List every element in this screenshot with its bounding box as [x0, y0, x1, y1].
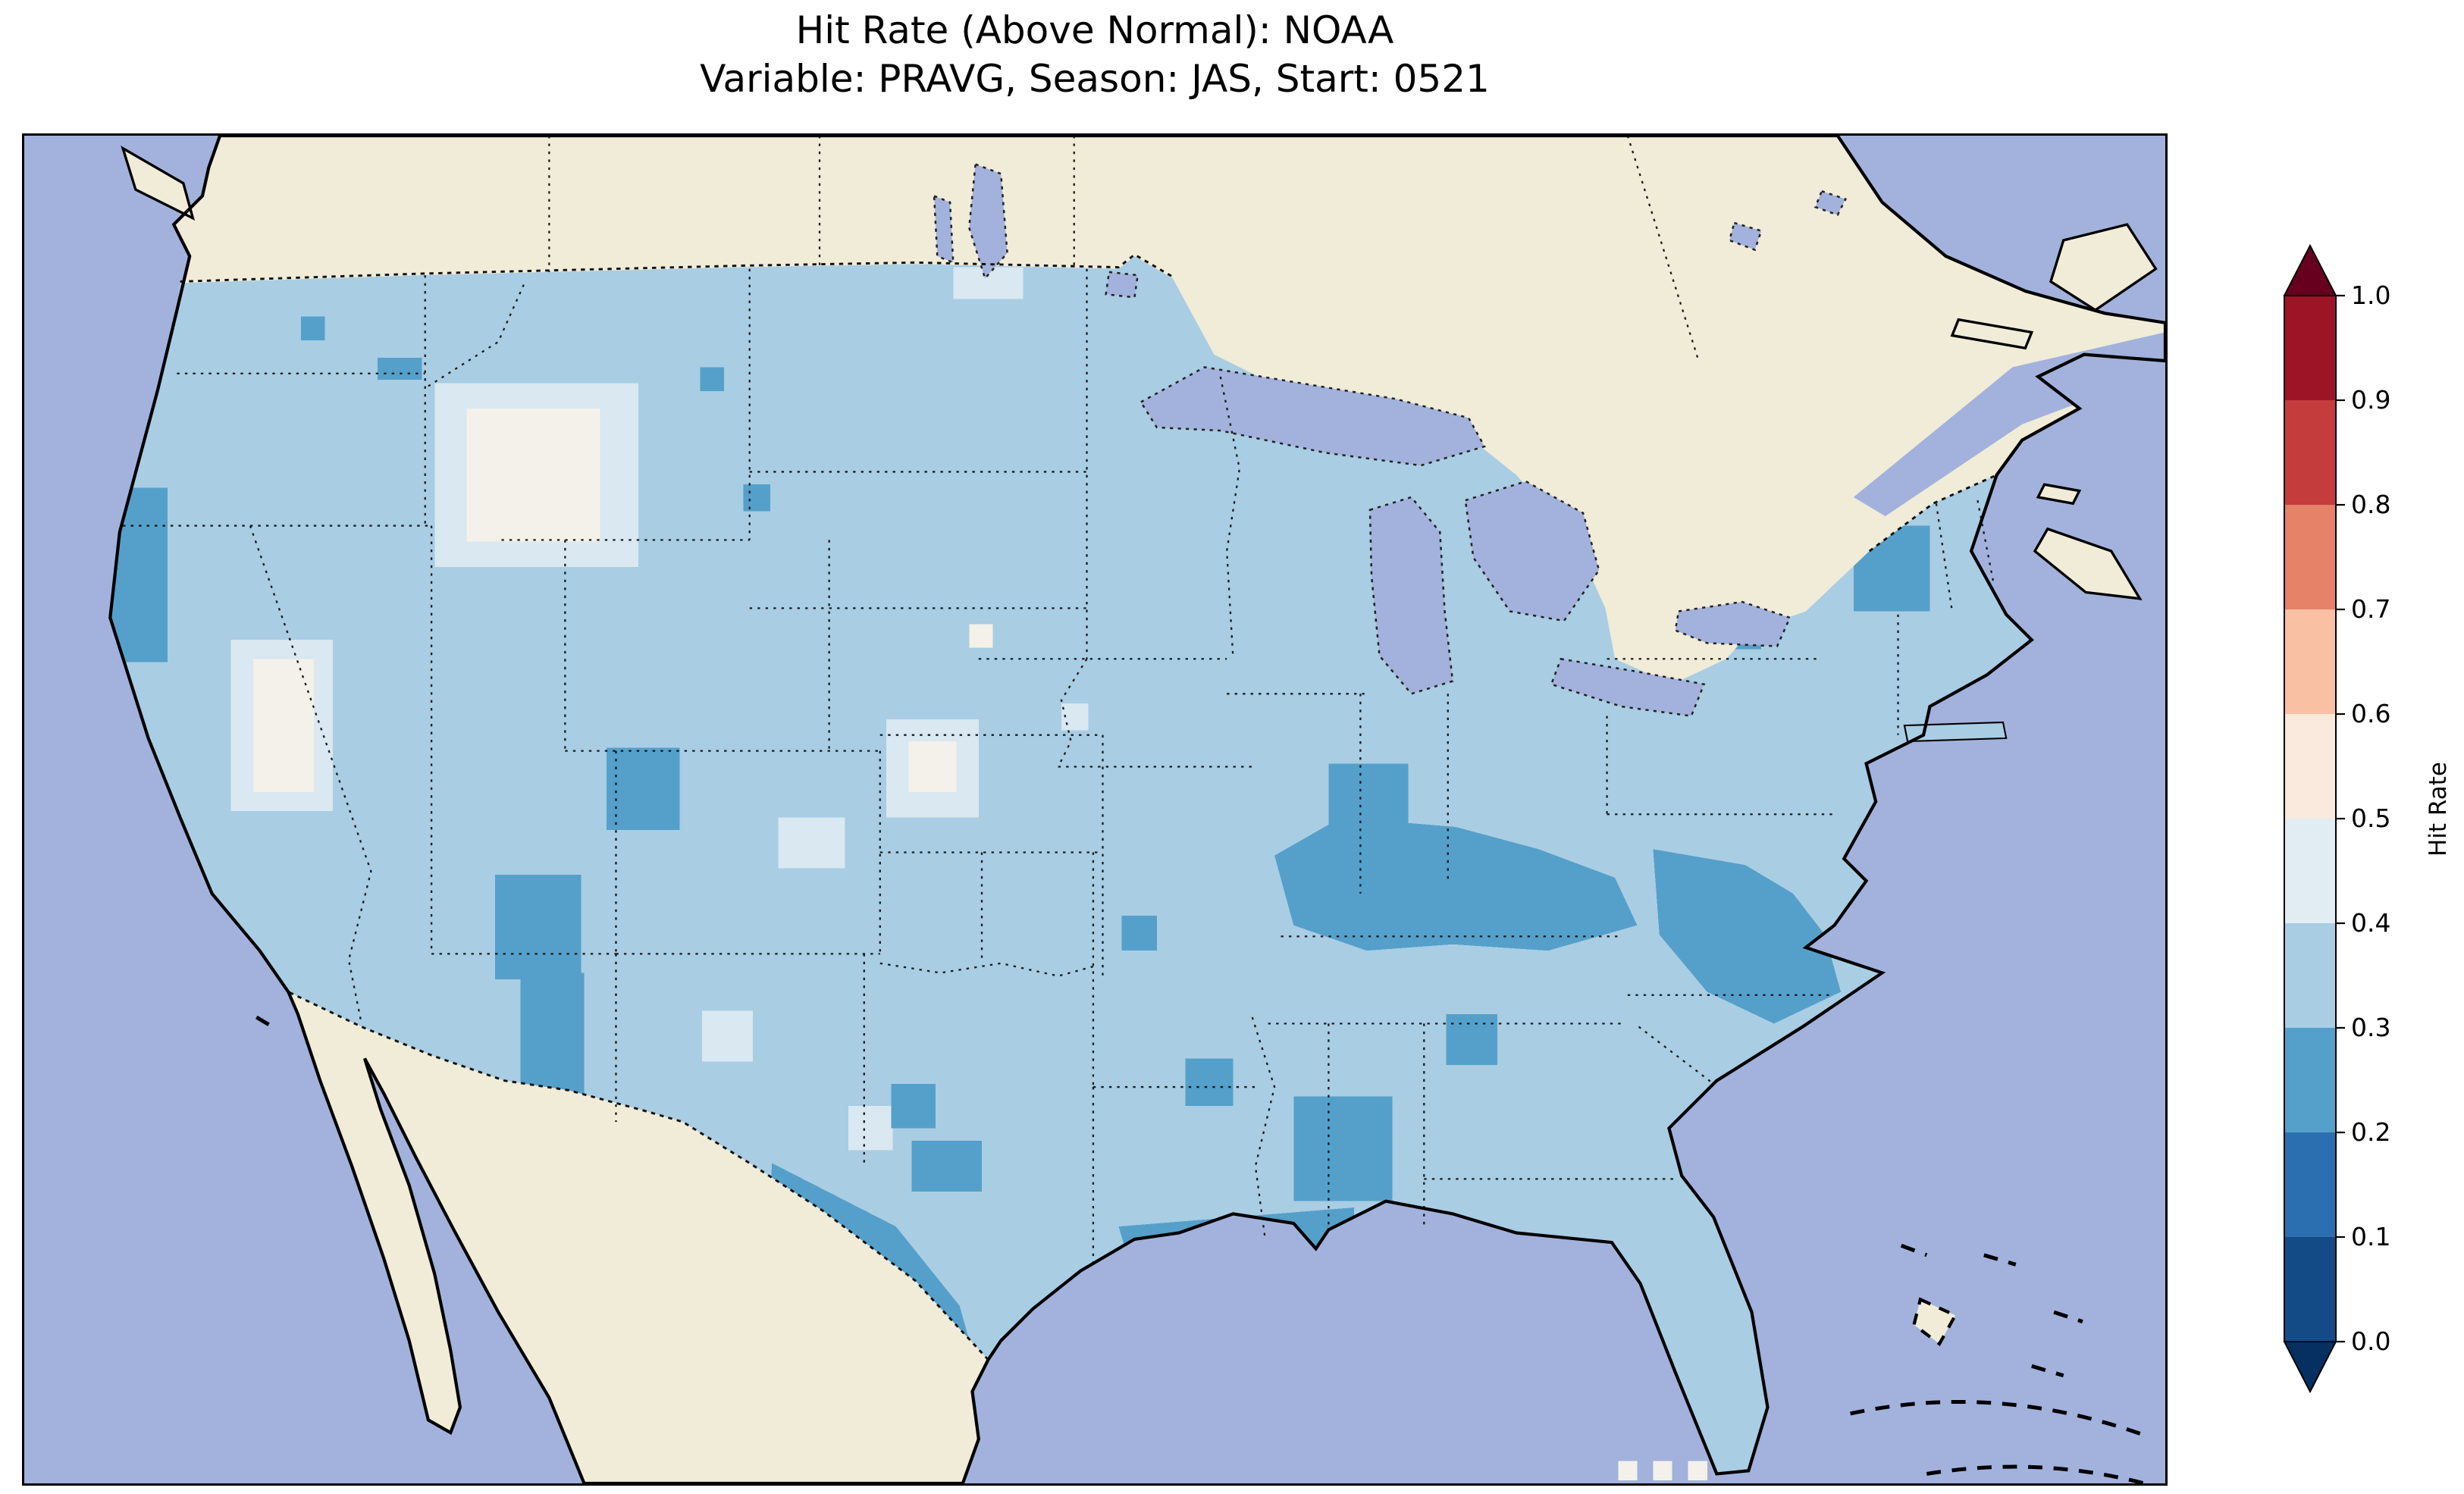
colorbar-extend-max — [2283, 243, 2337, 296]
lake-erie — [1550, 657, 1706, 717]
hit-rate-cell — [778, 817, 845, 869]
hit-rate-cell — [466, 408, 600, 542]
anticosti-island — [1950, 318, 2034, 350]
prince-edward-island — [2036, 483, 2082, 506]
state-borders — [123, 136, 1995, 1265]
colorbar-extend-min — [2283, 1341, 2337, 1394]
hit-rate-cell — [606, 747, 680, 831]
hit-rate-cell — [908, 741, 957, 792]
hit-rate-cell — [701, 1010, 753, 1062]
hit-rate-cell — [891, 1083, 936, 1129]
vancouver-island — [121, 146, 196, 221]
colorbar-segment — [2284, 714, 2336, 819]
lake-michigan — [1368, 496, 1454, 695]
great-lakes — [1140, 366, 1792, 717]
caribbean-coastlines — [255, 1015, 2152, 1483]
colorbar-tick-label: 0.2 — [2351, 1117, 2390, 1147]
hit-rate-cell — [700, 367, 725, 391]
colorbar-segment — [2284, 1132, 2336, 1237]
colorbar-ticks — [2336, 294, 2345, 1343]
quebec-lake — [1814, 189, 1848, 217]
hit-rate-cell — [495, 874, 582, 979]
hit-rate-cell — [377, 357, 422, 381]
long-island — [1903, 721, 2008, 743]
cuba-coast — [1926, 1464, 2152, 1483]
colorbar: 1.0 0.9 0.8 0.7 0.6 0.5 0.4 0.3 0.2 0.1 … — [2278, 243, 2437, 1398]
colorbar-tick-label: 1.0 — [2351, 280, 2390, 310]
nova-scotia — [2033, 527, 2143, 600]
title-line-2: Variable: PRAVG, Season: JAS, Start: 052… — [700, 57, 1490, 101]
colorbar-tick-label: 0.9 — [2351, 385, 2390, 415]
hit-rate-cell — [301, 316, 325, 340]
bahamas-island — [1912, 1297, 1958, 1347]
hit-rate-cell — [969, 624, 993, 648]
hit-rate-cell — [1653, 849, 1841, 1024]
quebec-lake — [1728, 221, 1763, 252]
coastline — [108, 136, 2165, 1483]
title-line-1: Hit Rate (Above Normal): NOAA — [795, 8, 1394, 52]
figure-title: Hit Rate (Above Normal): NOAA Variable: … — [22, 6, 2168, 103]
colorbar-tick-label: 0.5 — [2351, 803, 2390, 833]
colorbar-segment — [2284, 923, 2336, 1028]
lake-manitoba — [933, 194, 955, 265]
colorbar-tick-labels: 1.0 0.9 0.8 0.7 0.6 0.5 0.4 0.3 0.2 0.1 … — [2351, 280, 2390, 1356]
hit-rate-cell — [1618, 1461, 1638, 1480]
colorbar-segment — [2284, 819, 2336, 923]
colorbar-tick-label: 0.8 — [2351, 490, 2390, 519]
colorbar-tick-label: 0.3 — [2351, 1013, 2390, 1042]
hit-rate-cell — [1446, 1013, 1497, 1065]
colorbar-segment — [2284, 400, 2336, 505]
lake-winnipeg — [967, 162, 1008, 280]
colorbar-tick-label: 0.1 — [2351, 1222, 2390, 1251]
hit-rate-cell — [1688, 1461, 1707, 1480]
colorbar-segment — [2284, 1237, 2336, 1342]
colorbar-segment — [2284, 609, 2336, 714]
colorbar-svg: 1.0 0.9 0.8 0.7 0.6 0.5 0.4 0.3 0.2 0.1 … — [2283, 243, 2390, 1394]
newfoundland — [2049, 223, 2158, 312]
colorbar-tick-label: 0.4 — [2351, 908, 2390, 938]
canadian-lakes — [933, 162, 1848, 299]
hit-rate-cell — [1653, 1461, 1672, 1480]
hit-rate-cell — [743, 484, 770, 512]
colorbar-label: Hit Rate — [2425, 762, 2452, 857]
colorbar-tick-label: 0.0 — [2351, 1326, 2390, 1356]
lake-ontario — [1674, 600, 1792, 647]
lake-of-the-woods — [1105, 271, 1140, 299]
colorbar-segment — [2284, 505, 2336, 609]
colorbar-segment — [2284, 1028, 2336, 1132]
colorbar-segments — [2284, 296, 2336, 1342]
islands — [121, 146, 2158, 743]
hit-rate-cell — [253, 659, 314, 792]
hit-rate-cell — [1274, 817, 1638, 951]
hit-rate-cell — [1328, 763, 1409, 831]
map-panel — [22, 133, 2168, 1486]
hit-rate-cell — [848, 1106, 893, 1151]
hit-rate-cell — [1121, 916, 1157, 951]
colorbar-tick-label: 0.7 — [2351, 594, 2390, 624]
lake-huron — [1464, 480, 1600, 622]
cuba-coast — [1850, 1399, 2147, 1438]
hit-rate-cell — [911, 1141, 983, 1192]
country-borders — [180, 253, 1998, 1361]
hit-rate-cell — [1185, 1058, 1234, 1107]
hit-rate-cell — [1293, 1096, 1393, 1201]
lake-superior — [1140, 366, 1486, 467]
colorbar-segment — [2284, 296, 2336, 400]
conus-map — [24, 136, 2165, 1483]
florida-keys-cells — [1618, 1461, 1707, 1480]
st-lawrence-estuary — [1853, 332, 2165, 517]
colorbar-tick-label: 0.6 — [2351, 699, 2390, 728]
